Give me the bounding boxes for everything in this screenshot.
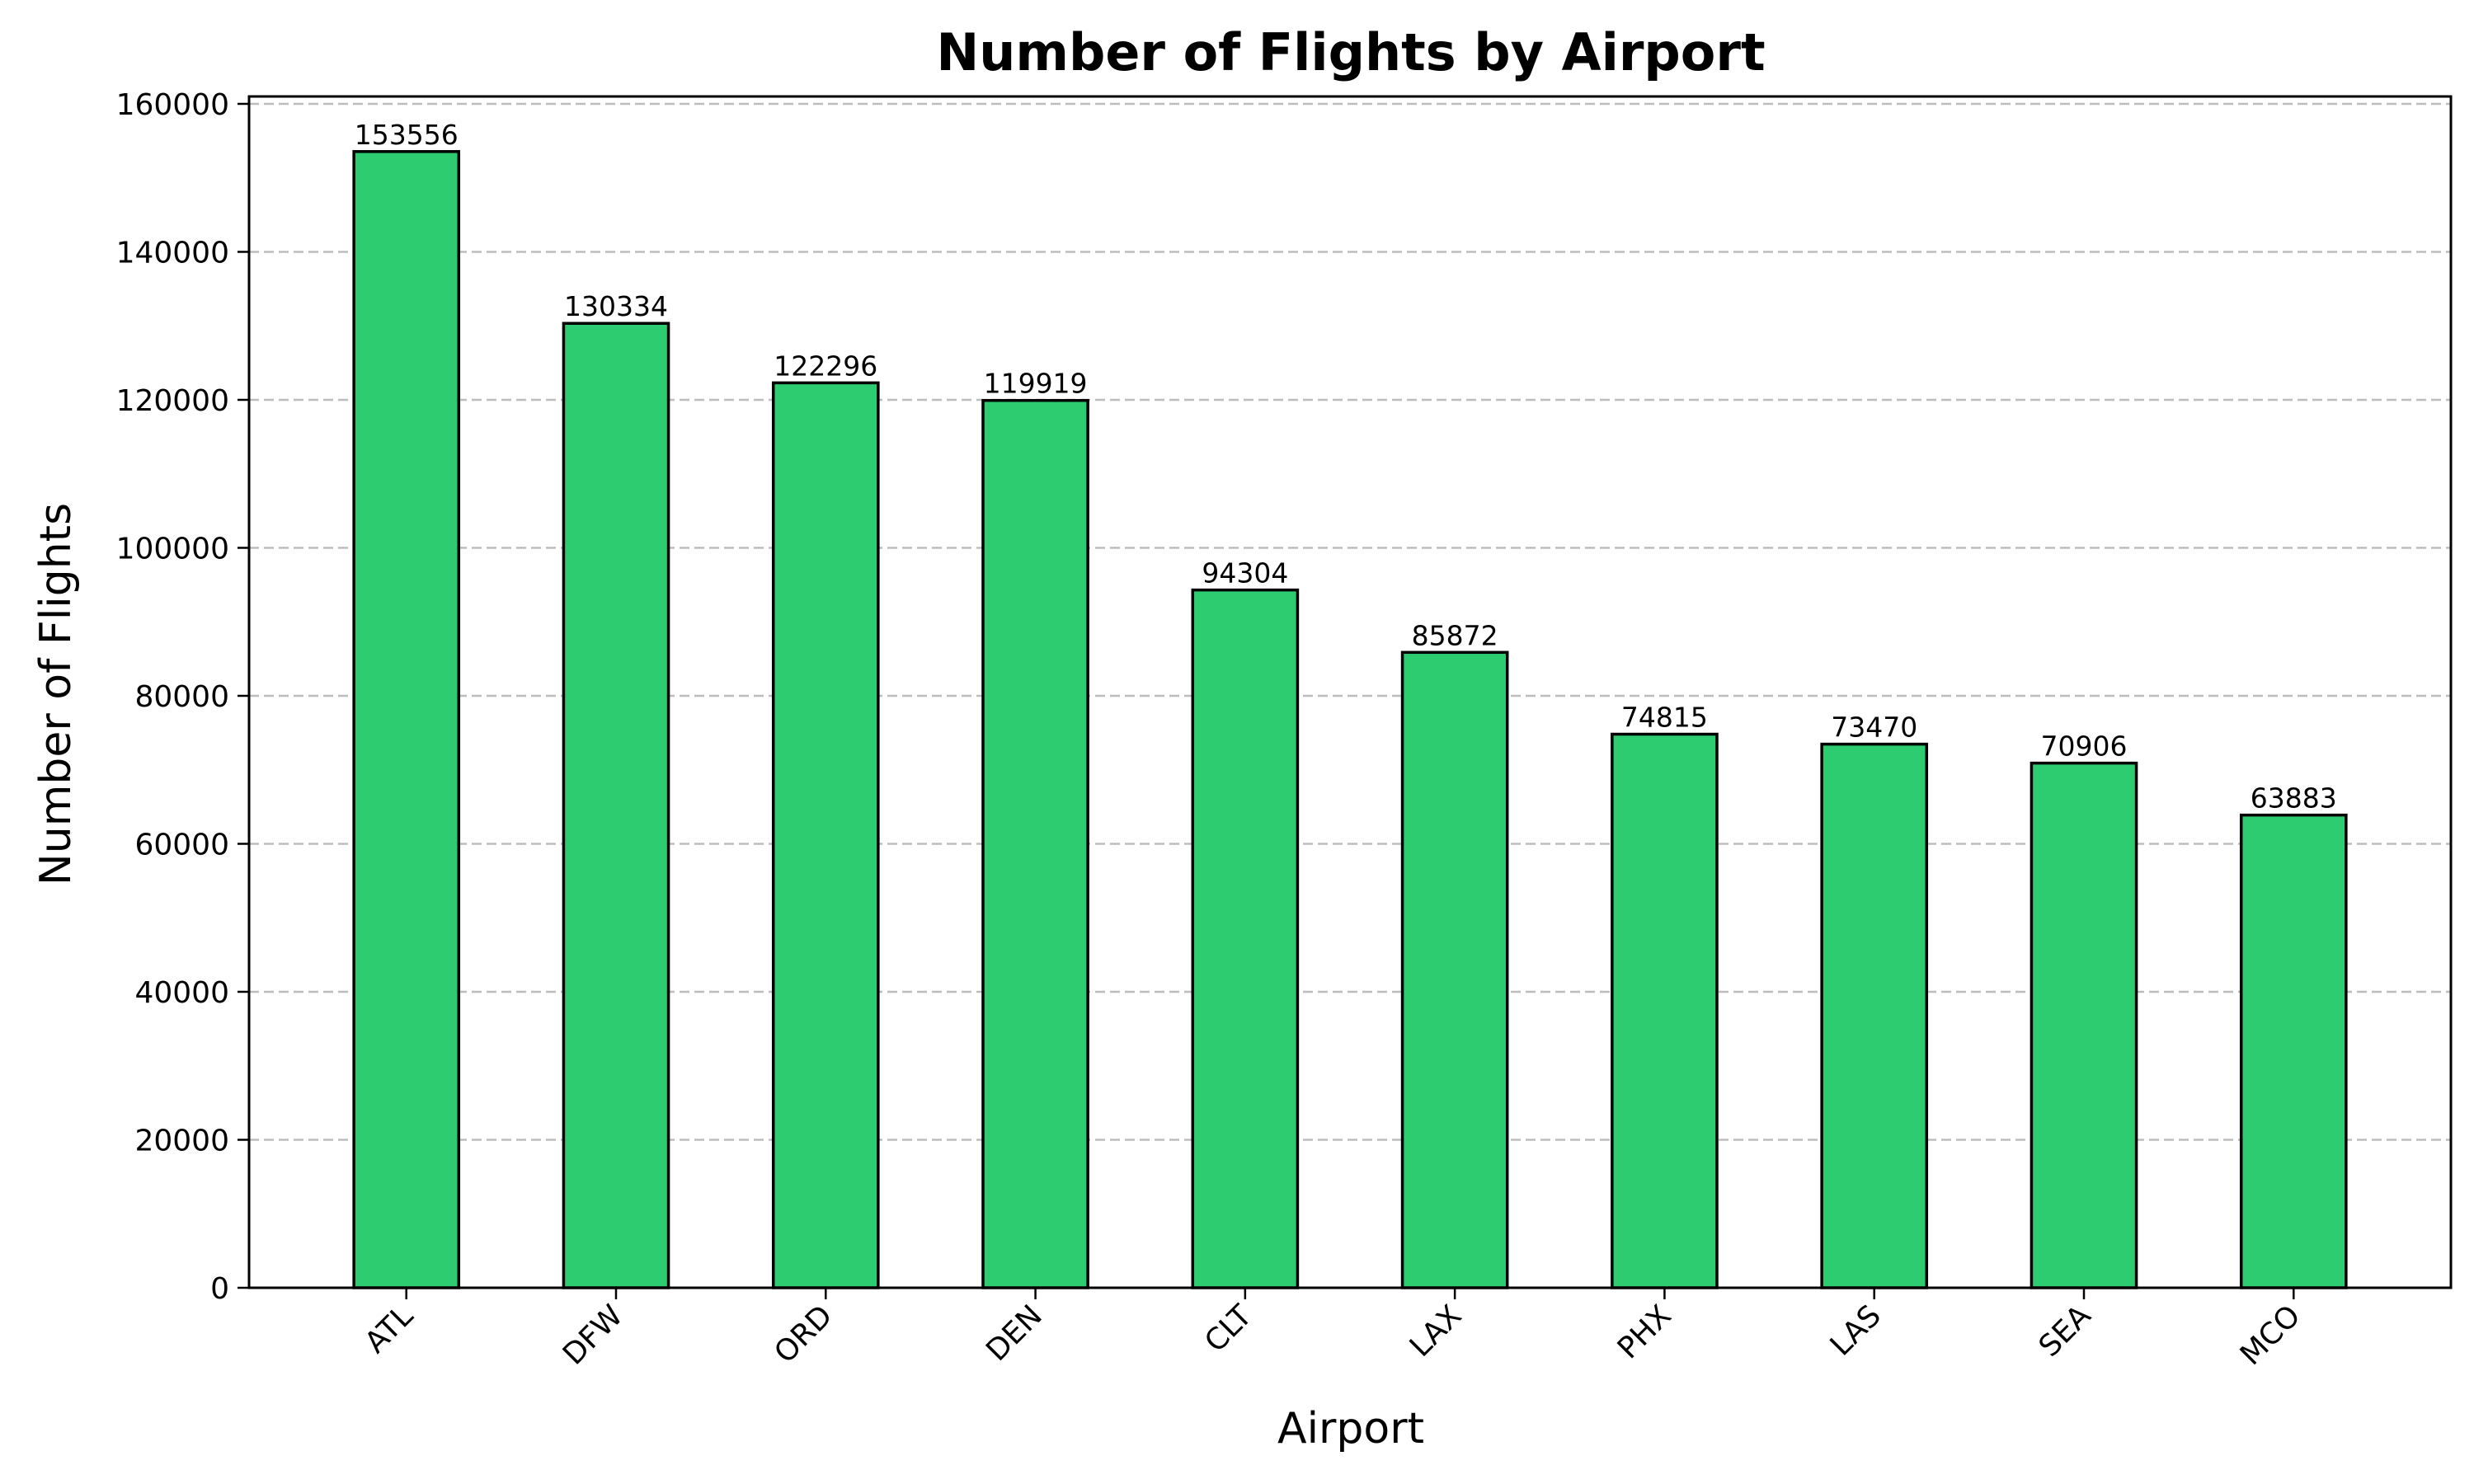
data-label-ord: 122296 <box>774 350 877 382</box>
bar-dfw <box>562 322 670 1289</box>
y-tick-label: 160000 <box>116 88 229 122</box>
x-tick-label-lax: LAX <box>1404 1298 1469 1364</box>
bar-lax <box>1400 650 1509 1289</box>
x-tick-label-sea: SEA <box>2033 1298 2098 1364</box>
data-label-sea: 70906 <box>2041 730 2128 763</box>
y-tick-label: 60000 <box>134 828 229 862</box>
y-axis-ticks: 0 20000 40000 60000 80000 100000 120000 140000 1… <box>116 88 249 1306</box>
y-tick-label: 120000 <box>116 384 229 418</box>
data-label-dfw: 130334 <box>564 290 668 322</box>
y-tick-label: 100000 <box>116 532 229 566</box>
bar-ord <box>771 381 880 1289</box>
y-tick-label: 0 <box>210 1272 229 1306</box>
x-tick-label-dfw: DFW <box>557 1298 629 1371</box>
x-axis-label: Airport <box>1277 1404 1424 1453</box>
x-tick-label-mco: MCO <box>2234 1298 2307 1372</box>
x-tick-label-den: DEN <box>980 1298 1049 1368</box>
y-tick-label: 140000 <box>116 236 229 270</box>
bar-mco <box>2239 813 2348 1289</box>
chart-title: Number of Flights by Airport <box>936 22 1765 82</box>
data-label-clt: 94304 <box>1202 557 1288 589</box>
bar-las <box>1820 742 1929 1289</box>
y-axis-label: Number of Flights <box>31 503 81 885</box>
data-label-phx: 74815 <box>1621 702 1708 734</box>
bar-den <box>981 398 1089 1289</box>
x-tick-label-las: LAS <box>1824 1298 1888 1362</box>
y-tick-label: 40000 <box>134 976 229 1010</box>
x-tick-label-phx: PHX <box>1611 1298 1678 1365</box>
data-label-den: 119919 <box>984 368 1088 400</box>
data-label-lax: 85872 <box>1412 619 1498 651</box>
y-tick-label: 80000 <box>134 680 229 714</box>
data-label-las: 73470 <box>1831 711 1917 744</box>
data-labels: 153556 130334 122296 119919 94304 85872 74815 7… <box>355 119 2337 815</box>
bar-clt <box>1191 588 1300 1289</box>
plot-frame <box>247 95 2453 1289</box>
data-label-mco: 63883 <box>2251 782 2337 815</box>
x-axis-ticks: ATL DFW ORD DEN CLT LAX PHX LAS SEA MCO <box>359 1288 2307 1372</box>
x-tick-label-atl: ATL <box>359 1298 420 1360</box>
bars <box>352 150 2348 1289</box>
data-label-atl: 153556 <box>355 119 459 151</box>
bar-atl <box>352 150 461 1289</box>
y-tick-label: 20000 <box>134 1124 229 1158</box>
bar-sea <box>2030 761 2138 1289</box>
bar-phx <box>1611 732 1719 1289</box>
x-tick-label-ord: ORD <box>768 1298 839 1369</box>
x-tick-label-clt: CLT <box>1198 1298 1259 1360</box>
